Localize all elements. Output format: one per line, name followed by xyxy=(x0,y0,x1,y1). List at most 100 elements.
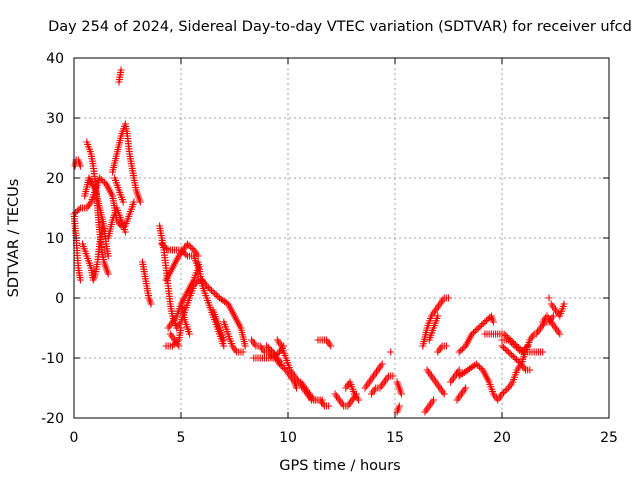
data-point xyxy=(549,312,557,320)
data-point xyxy=(508,351,516,359)
data-point xyxy=(130,198,138,206)
data-point xyxy=(522,344,530,351)
data-point xyxy=(355,396,363,404)
data-point xyxy=(266,345,274,353)
y-tick-label: -20 xyxy=(41,411,64,427)
data-point xyxy=(395,402,403,410)
data-point xyxy=(177,324,185,332)
data-point xyxy=(117,66,125,74)
data-point xyxy=(511,354,519,362)
data-point xyxy=(325,402,333,410)
data-point xyxy=(220,336,228,344)
data-point xyxy=(503,333,511,341)
y-tick-label: 20 xyxy=(46,171,64,187)
data-point xyxy=(206,285,214,293)
data-point xyxy=(76,276,84,284)
data-point xyxy=(556,330,564,338)
data-point xyxy=(468,330,476,338)
data-point xyxy=(277,362,285,369)
data-point xyxy=(474,362,482,369)
data-point xyxy=(159,242,167,249)
x-tick-label: 5 xyxy=(177,430,186,446)
data-point xyxy=(501,345,509,353)
data-point xyxy=(500,330,508,338)
data-point xyxy=(484,315,492,323)
data-point xyxy=(501,387,509,395)
data-point xyxy=(472,360,480,368)
data-point xyxy=(524,342,532,350)
data-point xyxy=(471,327,479,335)
data-point xyxy=(318,396,326,404)
data-point xyxy=(175,342,183,350)
data-point xyxy=(500,344,508,351)
data-point xyxy=(239,348,247,356)
data-point xyxy=(158,240,166,248)
data-point xyxy=(378,360,386,368)
data-point xyxy=(512,344,520,351)
data-point xyxy=(389,372,397,380)
data-point xyxy=(119,198,127,206)
data-point xyxy=(280,365,288,372)
x-tick-label: 0 xyxy=(70,430,79,446)
data-point xyxy=(168,342,176,350)
data-point xyxy=(96,174,104,182)
data-point xyxy=(458,345,466,353)
y-tick-label: 10 xyxy=(46,231,64,247)
data-point xyxy=(75,206,83,213)
data-point xyxy=(504,336,512,344)
data-point xyxy=(187,243,195,251)
data-point xyxy=(470,329,478,336)
data-point xyxy=(163,245,171,252)
data-point xyxy=(99,177,107,185)
y-axis-label: SDTVAR / TECUs xyxy=(6,179,22,298)
data-point xyxy=(104,252,112,260)
data-point xyxy=(511,342,519,350)
data-point xyxy=(455,366,463,374)
data-point xyxy=(212,291,220,299)
data-point xyxy=(194,252,202,260)
data-point xyxy=(503,347,511,354)
data-point xyxy=(207,287,215,294)
data-point xyxy=(479,320,487,327)
data-point xyxy=(498,342,506,350)
data-point xyxy=(121,228,129,236)
data-point xyxy=(172,339,180,347)
data-point xyxy=(204,284,212,291)
y-tick-label: 0 xyxy=(55,291,64,307)
data-point xyxy=(279,363,287,371)
data-point xyxy=(183,240,191,248)
y-tick-label: 40 xyxy=(46,51,64,67)
data-point xyxy=(473,326,481,333)
data-point xyxy=(440,390,448,398)
data-point xyxy=(161,243,169,251)
data-point xyxy=(97,176,105,183)
data-point xyxy=(512,356,520,363)
data-point xyxy=(263,342,271,350)
data-point xyxy=(173,338,181,345)
data-point xyxy=(503,386,511,393)
data-point xyxy=(293,384,301,392)
data-point xyxy=(147,300,155,308)
data-point xyxy=(170,341,178,348)
data-point xyxy=(509,341,517,348)
x-tick-label: 20 xyxy=(493,430,511,446)
x-axis-label: GPS time / hours xyxy=(279,458,400,474)
data-point xyxy=(434,312,442,320)
x-tick-label: 25 xyxy=(600,430,618,446)
x-axis: 0 5 10 15 20 25 xyxy=(70,58,618,446)
data-point xyxy=(519,347,527,354)
data-point xyxy=(188,245,196,252)
data-point xyxy=(136,198,144,206)
data-point xyxy=(545,294,553,302)
data-points xyxy=(70,66,568,416)
data-point xyxy=(517,348,525,356)
data-point xyxy=(220,342,228,350)
data-point xyxy=(211,290,219,297)
data-point xyxy=(560,300,568,308)
y-tick-label: 30 xyxy=(46,111,64,127)
data-point xyxy=(445,294,452,302)
data-point xyxy=(520,345,528,353)
data-point xyxy=(539,348,547,356)
data-point xyxy=(241,342,249,350)
